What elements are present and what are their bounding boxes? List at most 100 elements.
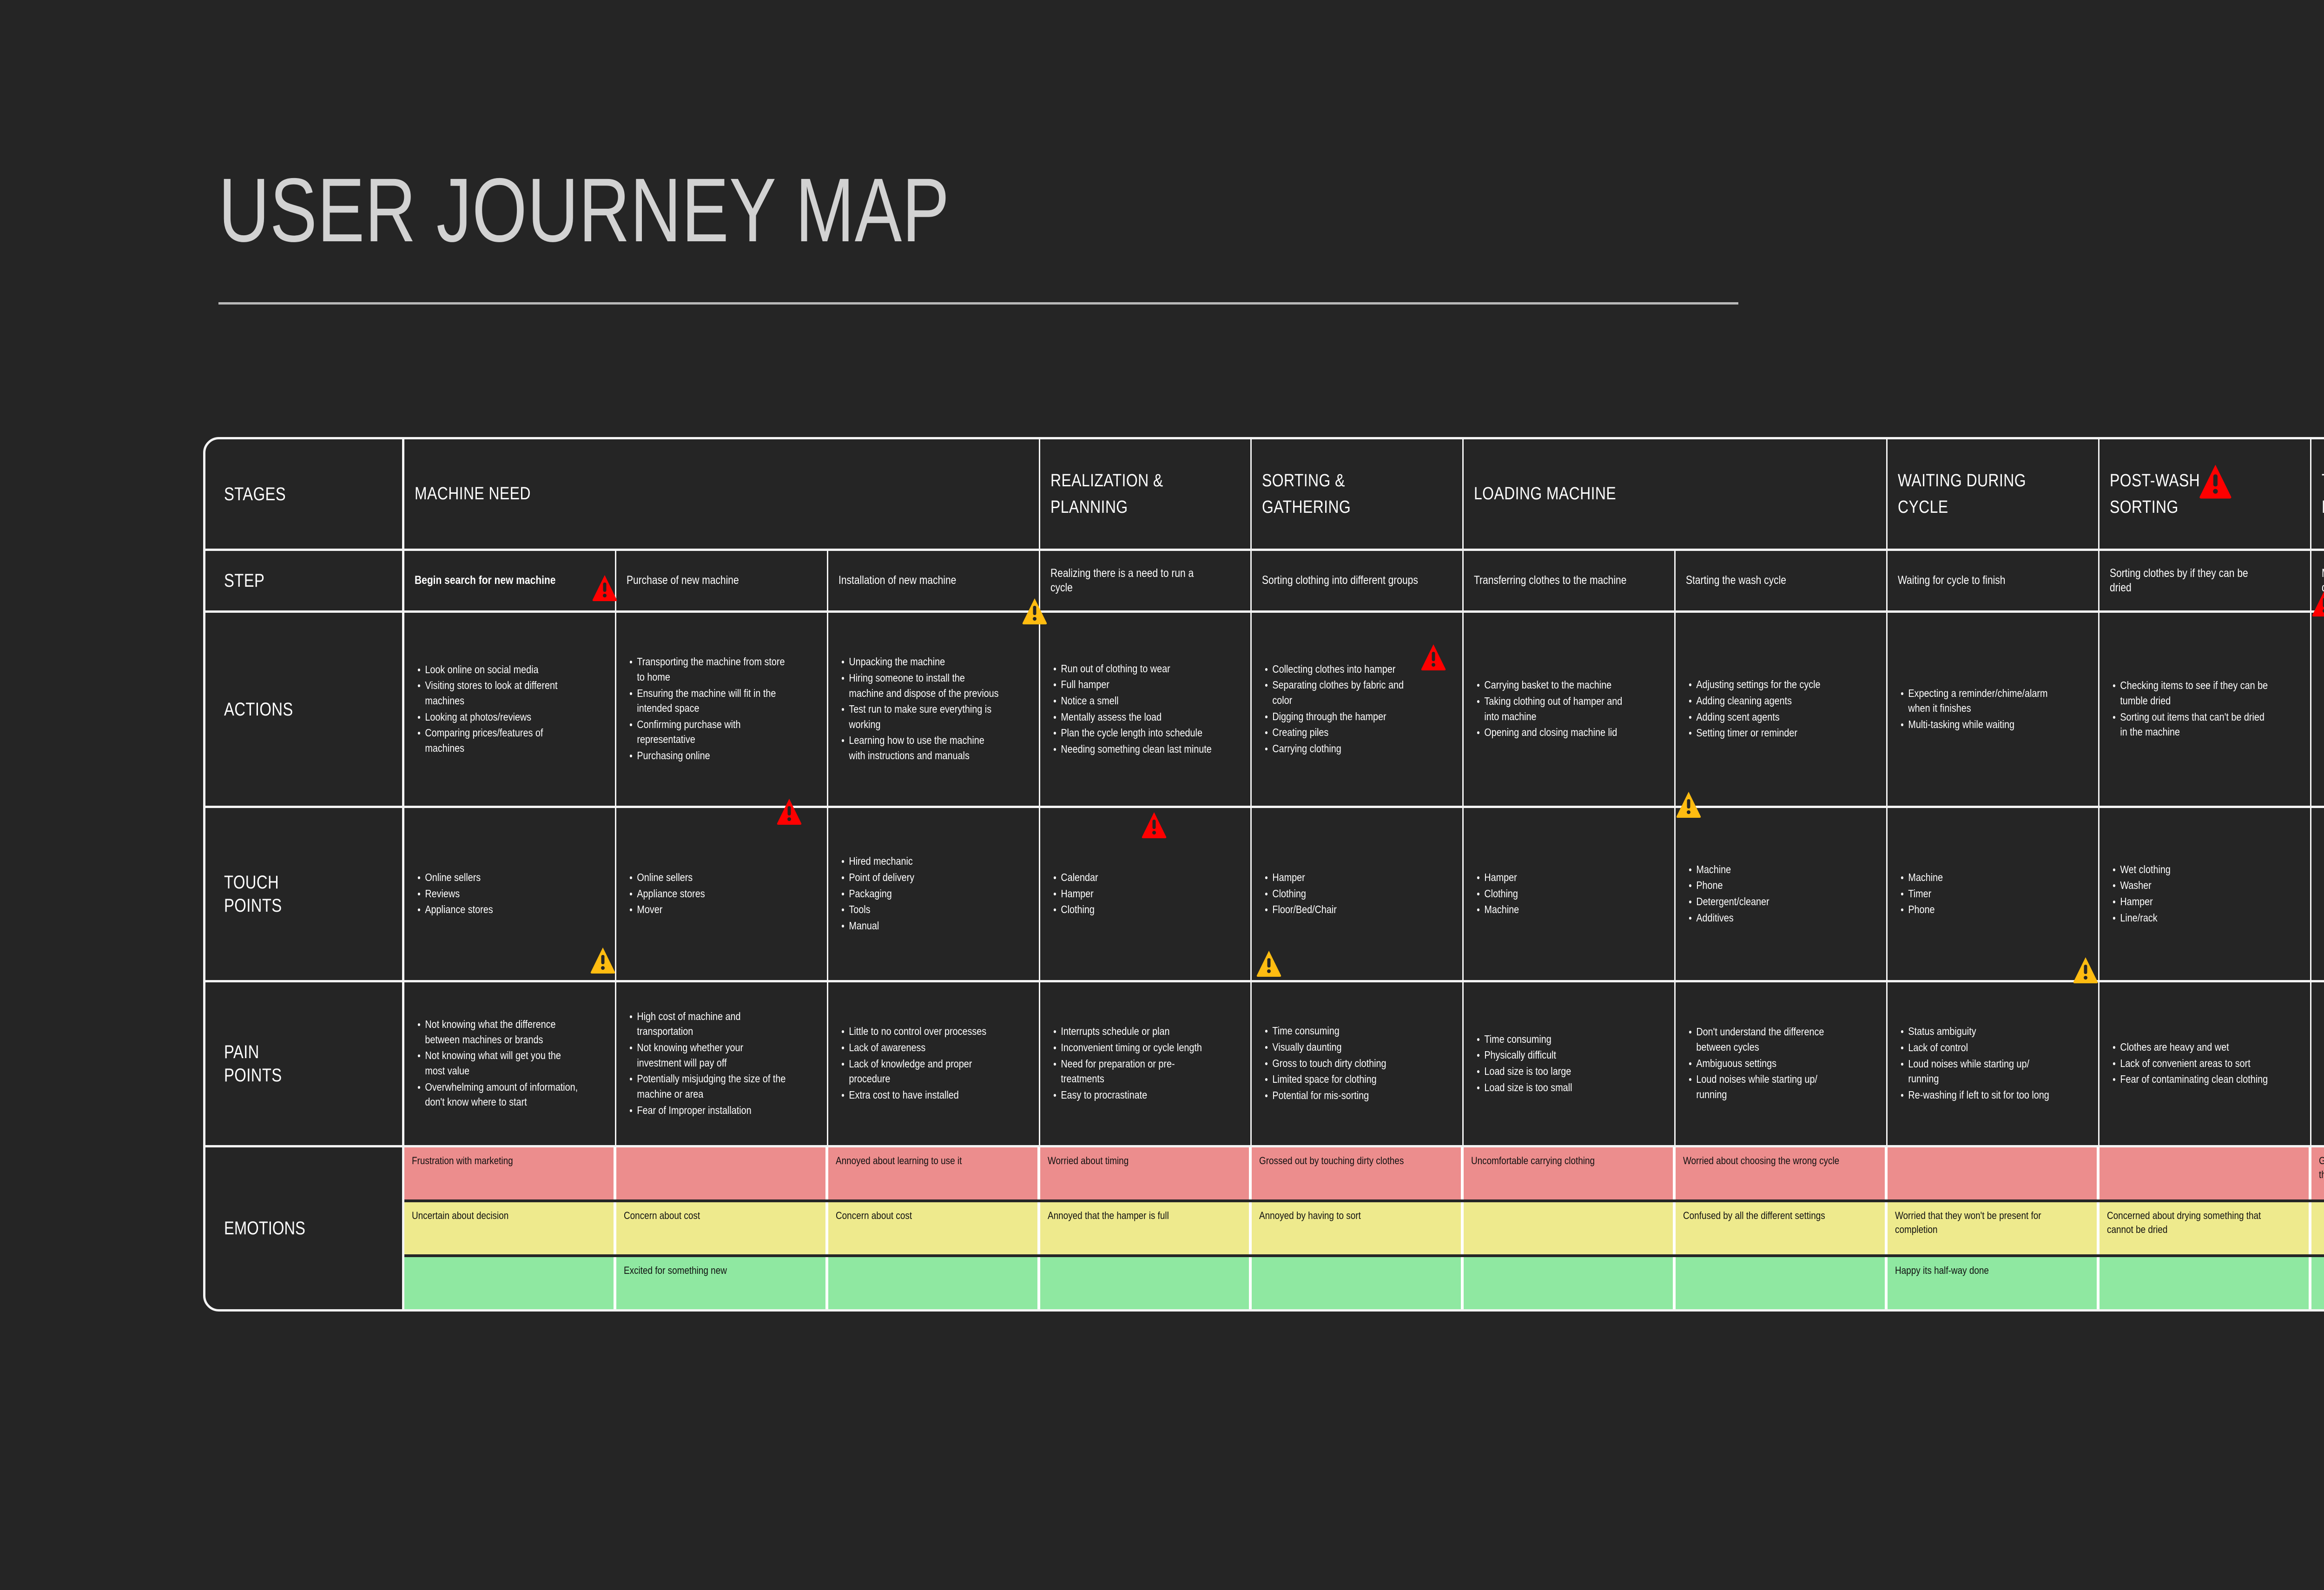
list-item: Expecting a reminder/chime/alarm when it… [1898, 686, 2061, 716]
journey-map-table: STAGES MACHINE NEED REALIZATION & PLANNIN… [203, 437, 2324, 1312]
list-item: Re-washing if left to sit for too long [1898, 1087, 2061, 1103]
list-item: Ambiguous settings [1686, 1056, 1849, 1071]
bullet-list: Online sellers Appliance stores Mover [627, 870, 817, 918]
list-item: Visiting stores to look at different mac… [415, 678, 578, 708]
emotion-cell-neutral: Concerned about drying something that ca… [2099, 1202, 2311, 1254]
stage-cell: LOADING MACHINE [1464, 439, 1888, 549]
bullet-list: Machine Phone Detergent/cleaner Additives [1686, 862, 1876, 927]
emotion-band-neutral: Uncertain about decision Concern about co… [404, 1202, 2324, 1254]
list-item: Comparing prices/features of machines [415, 725, 578, 755]
list-item: Online sellers [415, 870, 578, 885]
list-item: Not knowing whether your investment will… [627, 1040, 790, 1070]
emotion-cell-negative: Uncomfortable carrying clothing [1464, 1147, 1676, 1199]
bullet-list: Not knowing what the difference between … [415, 1017, 605, 1111]
list-item: Mover [627, 902, 790, 917]
list-item: Fear of Improper installation [627, 1103, 790, 1118]
row-label-step: STEP [205, 551, 404, 610]
step-label: Installation of new machine [838, 574, 956, 587]
list-item: Phone [1898, 902, 2061, 917]
emotion-cell-neutral: Concern about cost [616, 1202, 828, 1254]
touchpoints-cell: Online sellers Appliance stores Mover [616, 798, 828, 980]
emotion-text: Annoyed that the hamper is full [1047, 1210, 1169, 1221]
emotion-cell-negative: Worried about timing [1040, 1147, 1252, 1199]
painpoints-cell: Status ambiguity Lack of control Loud nois… [1888, 957, 2100, 1145]
emotion-cell-neutral: Concern about cost [828, 1202, 1040, 1254]
list-item: Potentially misjudging the size of the m… [627, 1071, 790, 1101]
stage-label: WAITING DURING CYCLE [1897, 470, 2026, 517]
emotion-text: Annoyed about learning to use it [835, 1155, 962, 1166]
list-item: Carrying clothing [1262, 741, 1426, 756]
list-item: Purchasing online [627, 748, 790, 763]
row-label-touchpoints-text: TOUCH POINTS [224, 872, 282, 916]
list-item: Carrying basket to the machine [1474, 677, 1637, 693]
emotion-text: Concern about cost [835, 1210, 912, 1221]
list-item: Washer [2110, 878, 2273, 893]
list-item: Fear of contaminating clean clothing [2322, 1087, 2324, 1103]
emotion-band-positive: Excited for something new Happy its half-… [404, 1257, 2324, 1309]
touchpoints-cell: Machine Phone Detergent/cleaner Additives [1676, 792, 1888, 980]
list-item: Additives [1686, 910, 1849, 926]
list-item: Sorting out items that can't be dried in… [2110, 709, 2273, 740]
step-label: Starting the wash cycle [1686, 574, 1787, 587]
list-item: Phone [1686, 878, 1849, 893]
stages-cells: MACHINE NEED REALIZATION & PLANNING SORTIN… [404, 439, 2324, 549]
bullet-list: High cost of machine and transportation N… [627, 1009, 817, 1119]
list-item: Detergent/cleaner [1686, 894, 1849, 909]
list-item: Appliance stores [415, 902, 578, 917]
list-item: Hamper [1050, 886, 1214, 901]
step-label: Begin search for new machine [415, 574, 556, 587]
emotion-text: Worried that they won't be present for c… [1895, 1210, 2041, 1235]
step-cell: Transferring clothes to the machine [1464, 551, 1676, 610]
stage-cell: SORTING & GATHERING [1252, 439, 1464, 549]
bullet-list: Expecting a reminder/chime/alarm when it… [1898, 686, 2088, 733]
emotion-cell-positive [1676, 1257, 1888, 1309]
list-item: Appliance stores [627, 886, 790, 901]
list-item: Hired mechanic [838, 854, 1002, 869]
list-item: Drier [2322, 894, 2324, 909]
list-item: Washer [2322, 878, 2324, 893]
emotion-cell-negative: Grossed out by touching dirty clothes [1252, 1147, 1464, 1199]
list-item: Mentally assess the load [1050, 709, 1214, 725]
emotion-cell-positive [1040, 1257, 1252, 1309]
list-item: Easy to procrastinate [1050, 1087, 1214, 1103]
bullet-list: Wet clothingWasherDrierFloor [2322, 862, 2324, 927]
actions-cell: Checking items to see if they can be tum… [2100, 613, 2311, 806]
touchpoints-cell: Wet clothingWasherDrierFloor [2311, 808, 2324, 980]
painpoints-cell: Clothes are heavy and wetDon't understan… [2311, 982, 2324, 1145]
emotion-cell-neutral [2311, 1202, 2324, 1254]
stage-cell: TRANSFERRING TO DRYER [2311, 439, 2324, 549]
touchpoints-cell: Hired mechanic Point of delivery Packaging… [828, 808, 1040, 980]
emotion-cell-neutral: Confused by all the different settings [1676, 1202, 1888, 1254]
emotion-band-negative: Frustration with marketing Annoyed about … [404, 1147, 2324, 1199]
step-cell: Sorting clothes by if they can be dried [2100, 551, 2311, 610]
list-item: Plan the cycle length into schedule [1050, 725, 1214, 741]
list-item: Digging through the hamper [1262, 709, 1426, 724]
row-stages: STAGES MACHINE NEED REALIZATION & PLANNIN… [205, 439, 2324, 549]
list-item: Status ambiguity [1898, 1024, 2061, 1039]
step-label: Transferring clothes to the machine [1474, 574, 1627, 587]
emotion-text: Excited for something new [623, 1265, 727, 1276]
list-item: Little to no control over processes [838, 1024, 1002, 1039]
painpoints-cell: Clothes are heavy and wet Lack of conveni… [2100, 982, 2311, 1145]
step-cell: Waiting for cycle to finish [1888, 551, 2100, 610]
bullet-list: Clothes are heavy and wet Lack of conveni… [2110, 1040, 2300, 1088]
list-item: Hamper [2110, 894, 2273, 909]
list-item: Dropping items during transition [2322, 686, 2324, 701]
row-emotions: EMOTIONS Frustration with marketing Annoy… [205, 1145, 2324, 1309]
list-item: Hamper [1262, 870, 1426, 885]
stage-cell: WAITING DURING CYCLE [1888, 439, 2100, 549]
list-item: Look online on social media [415, 662, 578, 677]
list-item: Creating piles [1262, 725, 1426, 740]
bullet-list: Adjusting settings for the cycle Adding c… [1686, 677, 1876, 742]
list-item: Carrying clothing over to drier [2322, 669, 2324, 685]
row-actions: ACTIONS Look online on social media Visit… [205, 575, 2324, 806]
row-label-touchpoints: TOUCH POINTS [205, 808, 404, 980]
emotion-text: Concern about cost [623, 1210, 700, 1221]
touchpoints-cell: Online sellers Reviews Appliance stores [404, 808, 616, 980]
step-label: Sorting clothing into different groups [1262, 574, 1419, 587]
emotion-cell-positive [828, 1257, 1040, 1309]
list-item: Checking if lint filter is clean from pr… [2322, 718, 2324, 748]
list-item: Wet clothing [2110, 862, 2273, 877]
list-item: Reviews [415, 886, 578, 901]
step-cell: Begin search for new machine [404, 551, 616, 610]
